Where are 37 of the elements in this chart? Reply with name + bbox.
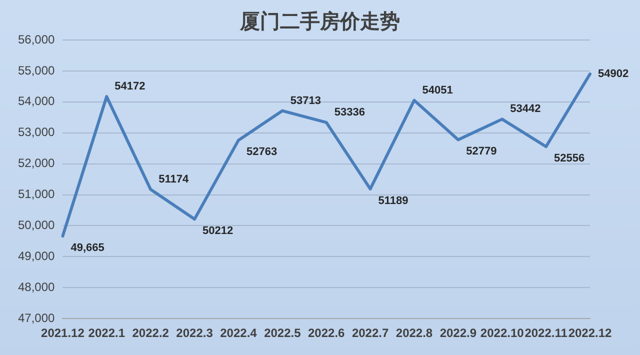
y-tick-label: 51,000 [18,187,56,202]
data-label: 54051 [422,84,453,96]
chart-title: 厦门二手房价走势 [240,11,400,33]
x-tick-label: 2022.1 [88,326,126,340]
y-tick-label: 50,000 [18,218,56,232]
y-tick-label: 49,000 [18,249,56,263]
data-label: 52763 [246,146,278,158]
data-label: 52779 [466,146,497,158]
data-label: 49,665 [70,242,104,254]
data-label: 50212 [202,225,234,238]
x-tick-label: 2022.3 [176,326,214,340]
data-label: 54902 [598,68,629,80]
x-tick-label: 2021.12 [41,326,85,340]
y-tick-label: 53,000 [18,125,56,140]
x-tick-label: 2022.5 [264,326,302,340]
data-label: 54172 [114,80,146,93]
y-tick-label: 48,000 [18,280,56,294]
y-tick-label: 56,000 [18,32,56,46]
y-tick-label: 54,000 [18,94,56,108]
x-tick-label: 2022.11 [524,326,568,340]
data-label: 51174 [158,173,190,186]
data-label: 53442 [510,103,541,116]
x-tick-label: 2022.4 [220,326,258,340]
data-label: 53336 [334,106,365,118]
x-tick-label: 2022.2 [132,326,170,340]
y-tick-label: 55,000 [18,63,56,78]
x-tick-label: 2022.12 [568,326,612,340]
y-tick-label: 52,000 [18,156,56,170]
x-tick-label: 2022.7 [352,326,389,340]
x-tick-label: 2022.10 [480,326,524,340]
x-tick-label: 2022.6 [308,326,346,340]
data-label: 52556 [554,152,585,165]
x-tick-label: 2022.8 [396,326,433,340]
data-label: 51189 [378,194,408,207]
y-tick-label: 47,000 [18,310,56,325]
x-tick-label: 2022.9 [440,326,477,340]
data-label: 53713 [290,94,322,107]
